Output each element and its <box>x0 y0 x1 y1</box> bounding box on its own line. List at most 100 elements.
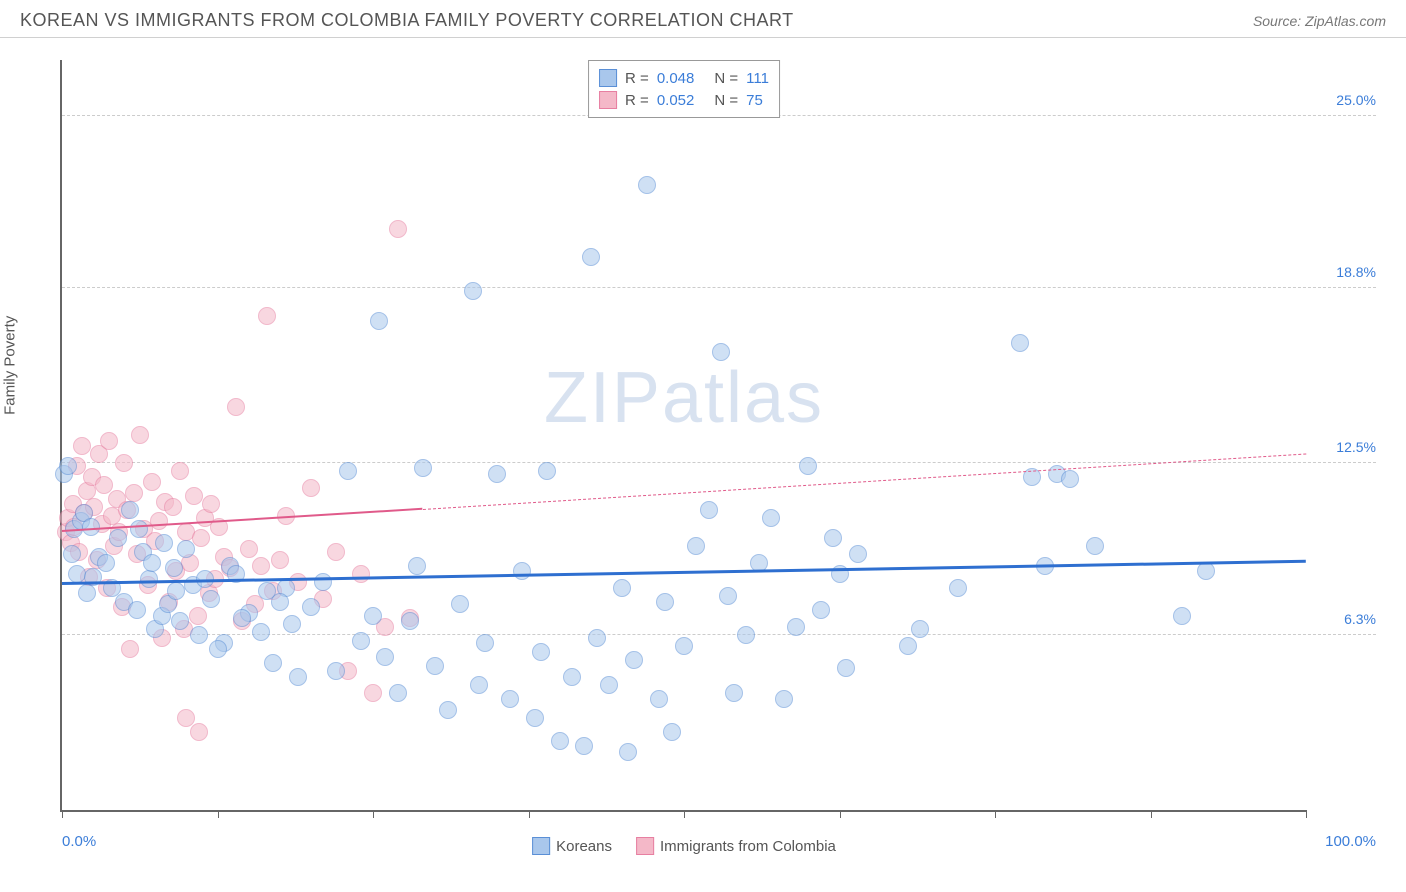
data-point-koreans <box>97 554 115 572</box>
data-point-koreans <box>725 684 743 702</box>
data-point-koreans <box>289 668 307 686</box>
data-point-colombia <box>190 723 208 741</box>
gridline <box>62 287 1376 288</box>
data-point-koreans <box>526 709 544 727</box>
x-tick-mark <box>218 810 219 818</box>
plot-area: ZIPatlas R = 0.048 N = 111 R = 0.052 N =… <box>60 60 1306 812</box>
data-point-koreans <box>302 598 320 616</box>
n-value-colombia: 75 <box>746 92 763 109</box>
data-point-koreans <box>155 534 173 552</box>
data-point-colombia <box>258 307 276 325</box>
data-point-koreans <box>575 737 593 755</box>
data-point-koreans <box>899 637 917 655</box>
data-point-koreans <box>364 607 382 625</box>
data-point-koreans <box>737 626 755 644</box>
data-point-koreans <box>109 529 127 547</box>
data-point-koreans <box>408 557 426 575</box>
data-point-koreans <box>327 662 345 680</box>
data-point-koreans <box>143 554 161 572</box>
data-point-koreans <box>464 282 482 300</box>
data-point-colombia <box>73 437 91 455</box>
stats-row-colombia: R = 0.052 N = 75 <box>599 89 769 111</box>
x-max-label: 100.0% <box>1325 833 1376 850</box>
data-point-colombia <box>192 529 210 547</box>
data-point-koreans <box>619 743 637 761</box>
data-point-koreans <box>252 623 270 641</box>
legend-swatch-colombia <box>636 837 654 855</box>
data-point-koreans <box>167 582 185 600</box>
stats-legend-box: R = 0.048 N = 111 R = 0.052 N = 75 <box>588 60 780 118</box>
data-point-koreans <box>1061 470 1079 488</box>
x-tick-mark <box>995 810 996 818</box>
data-point-koreans <box>638 176 656 194</box>
data-point-colombia <box>202 495 220 513</box>
data-point-colombia <box>143 473 161 491</box>
data-point-koreans <box>949 579 967 597</box>
data-point-koreans <box>314 573 332 591</box>
data-point-koreans <box>209 640 227 658</box>
data-point-koreans <box>233 609 251 627</box>
r-value-colombia: 0.052 <box>657 92 695 109</box>
data-point-colombia <box>364 684 382 702</box>
data-point-koreans <box>1011 334 1029 352</box>
data-point-koreans <box>675 637 693 655</box>
data-point-koreans <box>588 629 606 647</box>
x-min-label: 0.0% <box>62 833 96 850</box>
x-tick-mark <box>62 810 63 818</box>
data-point-koreans <box>849 545 867 563</box>
data-point-koreans <box>812 601 830 619</box>
data-point-koreans <box>130 520 148 538</box>
legend-swatch-koreans <box>532 837 550 855</box>
legend-label-colombia: Immigrants from Colombia <box>660 838 836 855</box>
data-point-koreans <box>476 634 494 652</box>
data-point-koreans <box>82 518 100 536</box>
data-point-colombia <box>352 565 370 583</box>
x-tick-mark <box>373 810 374 818</box>
legend-label-koreans: Koreans <box>556 838 612 855</box>
legend-item-colombia: Immigrants from Colombia <box>636 837 836 855</box>
data-point-koreans <box>719 587 737 605</box>
watermark: ZIPatlas <box>544 357 824 439</box>
data-point-koreans <box>177 540 195 558</box>
data-point-koreans <box>128 601 146 619</box>
x-tick-mark <box>684 810 685 818</box>
data-point-koreans <box>451 595 469 613</box>
data-point-koreans <box>165 559 183 577</box>
data-point-koreans <box>1086 537 1104 555</box>
data-point-koreans <box>501 690 519 708</box>
x-tick-mark <box>1151 810 1152 818</box>
data-point-koreans <box>488 465 506 483</box>
swatch-colombia <box>599 91 617 109</box>
data-point-colombia <box>302 479 320 497</box>
data-point-koreans <box>712 343 730 361</box>
y-tick-label: 25.0% <box>1336 92 1376 108</box>
data-point-colombia <box>185 487 203 505</box>
data-point-koreans <box>339 462 357 480</box>
x-tick-mark <box>529 810 530 818</box>
data-point-koreans <box>78 584 96 602</box>
data-point-koreans <box>271 593 289 611</box>
chart-source: Source: ZipAtlas.com <box>1253 13 1386 29</box>
data-point-koreans <box>911 620 929 638</box>
chart-header: KOREAN VS IMMIGRANTS FROM COLOMBIA FAMIL… <box>0 0 1406 38</box>
series-legend: Koreans Immigrants from Colombia <box>532 837 836 855</box>
data-point-koreans <box>470 676 488 694</box>
r-value-koreans: 0.048 <box>657 70 695 87</box>
data-point-koreans <box>656 593 674 611</box>
data-point-koreans <box>775 690 793 708</box>
data-point-koreans <box>121 501 139 519</box>
data-point-koreans <box>687 537 705 555</box>
data-point-koreans <box>799 457 817 475</box>
swatch-koreans <box>599 69 617 87</box>
chart-container: Family Poverty ZIPatlas R = 0.048 N = 11… <box>20 50 1386 862</box>
y-tick-label: 18.8% <box>1336 264 1376 280</box>
data-point-colombia <box>131 426 149 444</box>
legend-item-koreans: Koreans <box>532 837 612 855</box>
data-point-koreans <box>202 590 220 608</box>
data-point-koreans <box>264 654 282 672</box>
y-tick-label: 12.5% <box>1336 439 1376 455</box>
data-point-koreans <box>401 612 419 630</box>
data-point-colombia <box>240 540 258 558</box>
data-point-koreans <box>283 615 301 633</box>
data-point-koreans <box>426 657 444 675</box>
